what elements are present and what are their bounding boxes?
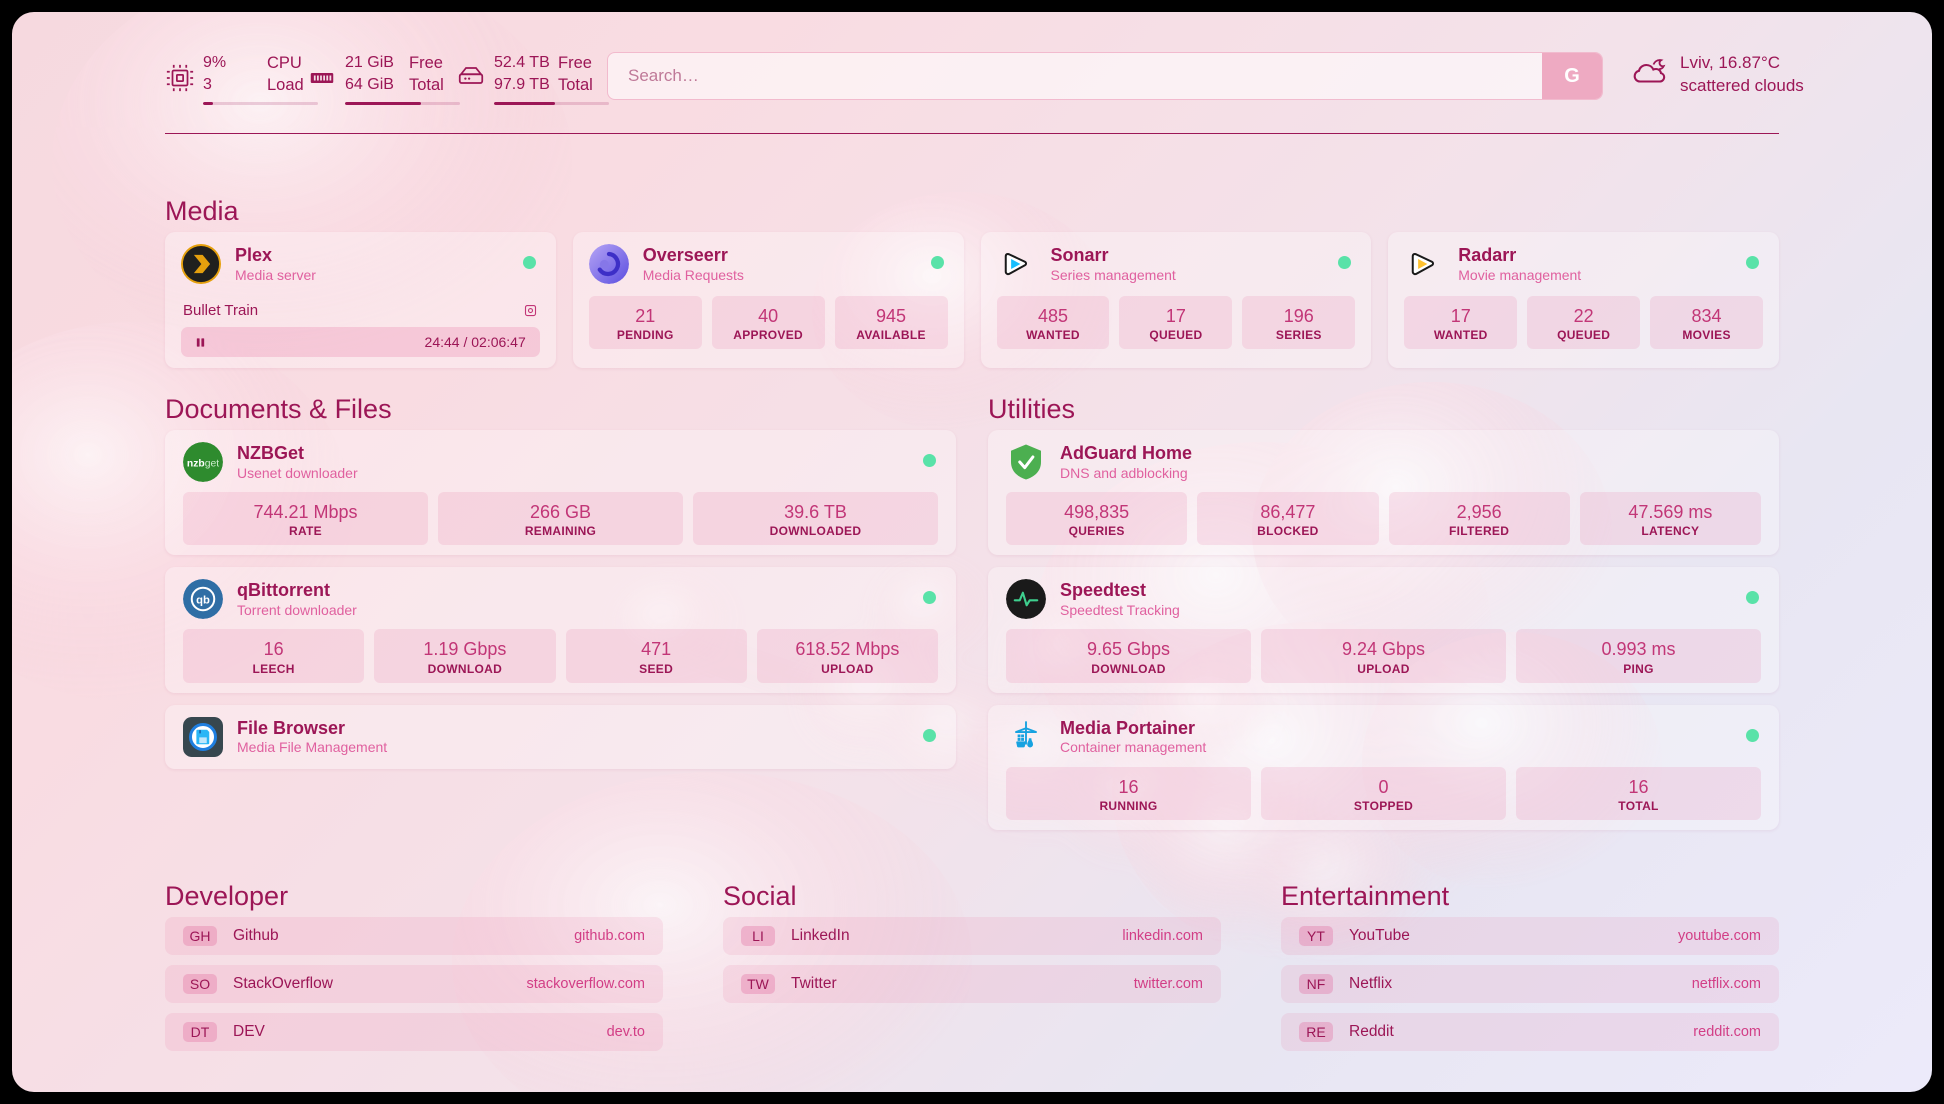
svg-text:nzbget: nzbget [187, 458, 219, 469]
svg-text:qb: qb [196, 595, 210, 607]
